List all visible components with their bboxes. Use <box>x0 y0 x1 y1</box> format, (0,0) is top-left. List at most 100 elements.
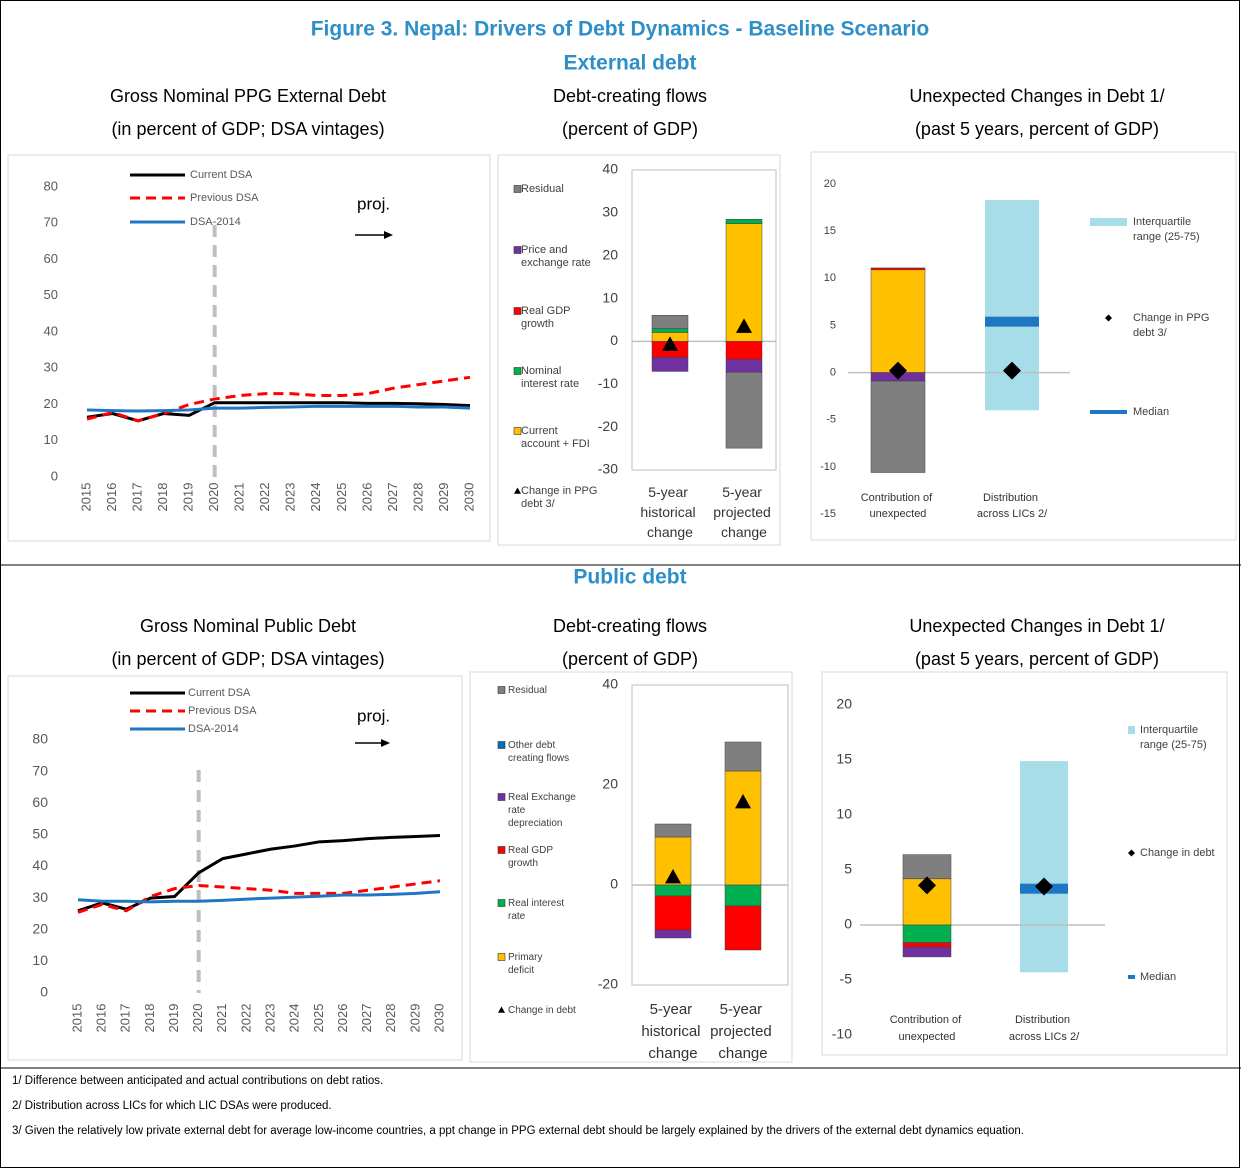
y-tick-label: 20 <box>44 396 58 411</box>
legend-swatch <box>497 686 506 694</box>
y-tick-label: 50 <box>32 826 48 842</box>
legend-swatch <box>514 487 521 494</box>
x-tick-label: 2023 <box>263 1004 278 1033</box>
bar-segment <box>654 823 692 838</box>
section-title: External debt <box>563 52 696 75</box>
y-tick-label: 10 <box>602 289 618 305</box>
y-tick-label: 30 <box>32 889 48 905</box>
chart-title: Gross Nominal Public Debt <box>140 616 356 636</box>
y-tick-label: -10 <box>598 375 618 391</box>
plot-frame <box>631 169 777 471</box>
legend-label: Current DSA <box>188 687 251 699</box>
bar-segment <box>870 267 926 271</box>
legend-swatch <box>1090 218 1127 226</box>
annotation: proj. <box>357 194 390 213</box>
legend-swatch <box>513 427 522 435</box>
y-tick-label: 30 <box>44 360 58 375</box>
y-tick-label: 60 <box>44 251 58 266</box>
bar-segment <box>870 380 926 473</box>
chart-subtitle: (percent of GDP) <box>562 649 698 669</box>
y-tick-label: -10 <box>820 461 836 473</box>
y-tick-label: 5 <box>844 861 852 877</box>
y-tick-label: 40 <box>602 676 618 692</box>
chart-frame <box>497 154 781 546</box>
x-tick-label: 5-year projected change <box>713 484 774 540</box>
x-tick-label: 2030 <box>431 1004 446 1033</box>
bar-segment <box>902 924 952 943</box>
chart-frame <box>821 671 1228 1056</box>
legend-swatch <box>1128 975 1135 979</box>
y-tick-label: 10 <box>44 432 58 447</box>
legend-label: Previous DSA <box>190 192 259 204</box>
x-tick-label: 2026 <box>359 483 374 512</box>
x-tick-label: 2020 <box>206 483 221 512</box>
x-tick-label: 2021 <box>232 483 247 512</box>
x-tick-label: 5-year historical change <box>640 484 699 540</box>
legend-swatch <box>513 185 522 193</box>
x-tick-label: Contribution of unexpected <box>890 1014 965 1043</box>
x-tick-label: 5-year projected change <box>710 1001 776 1062</box>
x-tick-label: 5-year historical change <box>641 1001 704 1062</box>
legend-swatch <box>497 793 506 801</box>
chart-title: Debt-creating flows <box>553 616 707 636</box>
legend-label: Primary deficit <box>508 952 545 976</box>
chart-title: Debt-creating flows <box>553 86 707 106</box>
legend-label: Change in PPG debt 3/ <box>521 485 601 510</box>
bar-segment <box>651 357 689 372</box>
legend-label: Real interest rate <box>508 898 567 922</box>
legend-swatch <box>497 846 506 854</box>
median <box>985 316 1039 327</box>
y-tick-label: 10 <box>32 952 48 968</box>
y-tick-label: 60 <box>32 794 48 810</box>
y-tick-label: 10 <box>824 272 836 284</box>
y-tick-label: 0 <box>610 332 618 348</box>
x-tick-label: 2029 <box>436 483 451 512</box>
y-tick-label: 20 <box>602 776 618 792</box>
y-tick-label: 0 <box>844 916 852 932</box>
x-tick-label: 2015 <box>78 483 93 512</box>
chart-subtitle: (in percent of GDP; DSA vintages) <box>111 649 384 669</box>
x-tick-label: 2029 <box>407 1004 422 1033</box>
y-tick-label: 40 <box>602 161 618 177</box>
chart-subtitle: (in percent of GDP; DSA vintages) <box>111 119 384 139</box>
x-tick-label: 2018 <box>155 483 170 512</box>
x-tick-label: 2015 <box>69 1004 84 1033</box>
x-tick-label: Distribution across LICs 2/ <box>1009 1014 1080 1043</box>
x-tick-label: 2017 <box>118 1004 133 1033</box>
bar-segment <box>902 854 952 880</box>
chart-title: Unexpected Changes in Debt 1/ <box>909 86 1164 106</box>
y-tick-label: 20 <box>32 920 48 936</box>
x-tick-label: 2016 <box>94 1004 109 1033</box>
chart-subtitle: (past 5 years, percent of GDP) <box>915 649 1159 669</box>
bar-segment <box>870 269 926 373</box>
legend-swatch <box>1105 314 1112 322</box>
y-tick-label: 40 <box>44 323 58 338</box>
chart-frame <box>7 154 491 542</box>
bar-segment <box>654 929 692 939</box>
y-tick-label: -30 <box>598 461 618 477</box>
legend-label: Interquartile range (25-75) <box>1140 724 1207 751</box>
chart-title: Unexpected Changes in Debt 1/ <box>909 616 1164 636</box>
legend-swatch <box>497 899 506 907</box>
figure-title: Figure 3. Nepal: Drivers of Debt Dynamic… <box>311 18 930 41</box>
y-tick-label: -10 <box>832 1026 852 1042</box>
footnote: 2/ Distribution across LICs for which LI… <box>12 1100 332 1112</box>
legend-swatch <box>498 1006 505 1013</box>
bar-segment <box>902 942 952 948</box>
legend-swatch <box>497 953 506 961</box>
bar-segment <box>724 884 762 907</box>
bar-segment <box>651 328 689 333</box>
y-tick-label: 20 <box>602 246 618 262</box>
marker <box>918 876 936 895</box>
legend-label: Real GDP growth <box>521 305 573 330</box>
y-tick-label: 15 <box>836 751 852 767</box>
y-tick-label: -15 <box>820 508 836 520</box>
bar-segment <box>724 770 762 886</box>
legend-label: Current account + FDI <box>521 425 590 450</box>
chart-title: Gross Nominal PPG External Debt <box>110 86 386 106</box>
legend-label: Interquartile range (25-75) <box>1133 216 1200 243</box>
legend-swatch <box>1128 726 1135 734</box>
x-tick-label: 2025 <box>334 483 349 512</box>
x-tick-label: Distribution across LICs 2/ <box>977 492 1048 520</box>
